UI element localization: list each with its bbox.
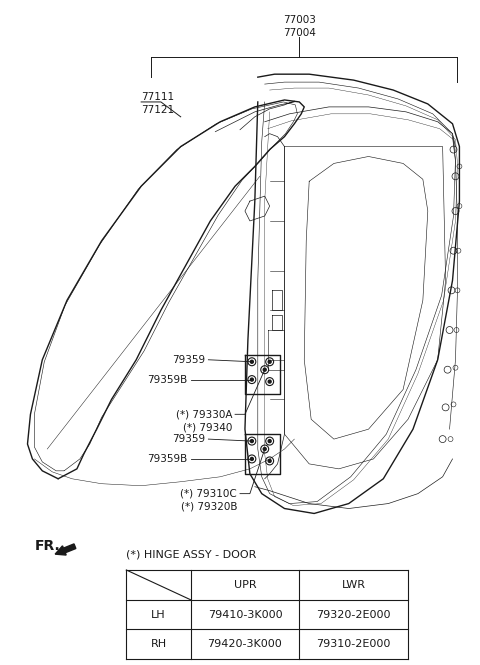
- Circle shape: [251, 378, 253, 381]
- Text: LH: LH: [151, 610, 166, 620]
- Circle shape: [268, 460, 271, 462]
- Circle shape: [268, 360, 271, 363]
- Circle shape: [268, 440, 271, 443]
- Text: 77121: 77121: [141, 105, 174, 115]
- Text: 77004: 77004: [283, 27, 316, 37]
- Circle shape: [251, 458, 253, 460]
- Text: FR.: FR.: [35, 539, 60, 553]
- Text: (*) 79310C: (*) 79310C: [180, 489, 237, 499]
- Text: 79310-2E000: 79310-2E000: [316, 639, 391, 650]
- Text: (*) HINGE ASSY - DOOR: (*) HINGE ASSY - DOOR: [126, 549, 257, 559]
- Text: LWR: LWR: [342, 580, 366, 590]
- Text: (*) 79330A: (*) 79330A: [176, 410, 232, 420]
- Text: RH: RH: [150, 639, 167, 650]
- Text: 79359: 79359: [172, 354, 205, 365]
- Text: 79320-2E000: 79320-2E000: [316, 610, 391, 620]
- Text: 77111: 77111: [141, 92, 174, 102]
- Text: UPR: UPR: [234, 580, 256, 590]
- Circle shape: [251, 360, 253, 363]
- Text: 77003: 77003: [283, 15, 316, 25]
- Circle shape: [251, 440, 253, 443]
- FancyArrow shape: [55, 544, 76, 555]
- Text: (*) 79340: (*) 79340: [183, 422, 232, 432]
- Circle shape: [263, 368, 266, 371]
- Text: 79359B: 79359B: [147, 374, 188, 384]
- Text: (*) 79320B: (*) 79320B: [180, 501, 237, 511]
- Circle shape: [263, 448, 266, 450]
- Text: 79359B: 79359B: [147, 454, 188, 464]
- Circle shape: [268, 380, 271, 383]
- Text: 79420-3K000: 79420-3K000: [207, 639, 282, 650]
- Text: 79410-3K000: 79410-3K000: [208, 610, 282, 620]
- Text: 79359: 79359: [172, 434, 205, 444]
